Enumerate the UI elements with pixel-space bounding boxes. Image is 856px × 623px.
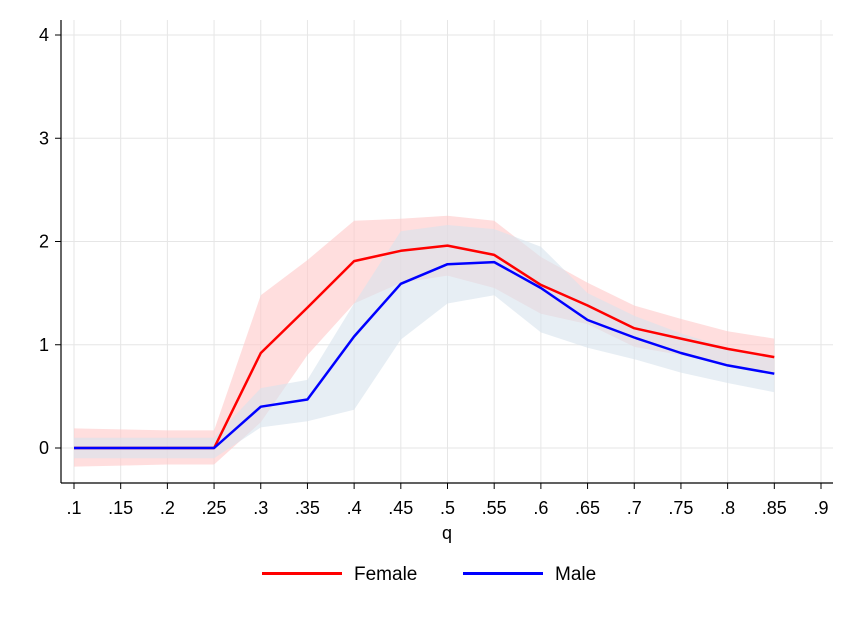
y-tick-label: 1 xyxy=(39,335,49,355)
axes: .1 .15 .2 .25 .3 .35 .4 .45 .5 .55 .6 .65 .7 .75 .8 .85… xyxy=(39,20,833,518)
series-lines xyxy=(74,244,775,450)
legend: Female Male xyxy=(262,564,596,585)
y-tick-label: 0 xyxy=(39,438,49,458)
x-tick-label: .8 xyxy=(720,498,735,518)
legend-label-female: Female xyxy=(354,564,417,585)
confidence-band-male xyxy=(74,225,775,459)
x-tick-label: .85 xyxy=(762,498,787,518)
y-tick-label: 3 xyxy=(39,128,49,148)
confidence-bands xyxy=(74,215,775,467)
x-tick-label: .35 xyxy=(295,498,320,518)
x-tick-label: .9 xyxy=(813,498,828,518)
x-axis-title: q xyxy=(442,523,452,543)
x-tick-label: .2 xyxy=(160,498,175,518)
series-line-male xyxy=(74,260,775,450)
y-tick-label: 2 xyxy=(39,232,49,252)
x-tick-label: .5 xyxy=(440,498,455,518)
x-tick-label: .15 xyxy=(108,498,133,518)
x-tick-label: .6 xyxy=(533,498,548,518)
x-tick-label: .25 xyxy=(202,498,227,518)
y-tick-label: 4 xyxy=(39,25,49,45)
x-tick-label: .45 xyxy=(388,498,413,518)
x-tick-label: .4 xyxy=(347,498,362,518)
x-tick-label: .1 xyxy=(66,498,81,518)
x-tick-label: .7 xyxy=(627,498,642,518)
x-tick-label: .75 xyxy=(668,498,693,518)
legend-label-male: Male xyxy=(555,564,596,585)
x-tick-label: .55 xyxy=(482,498,507,518)
x-tick-label: .3 xyxy=(253,498,268,518)
x-tick-label: .65 xyxy=(575,498,600,518)
